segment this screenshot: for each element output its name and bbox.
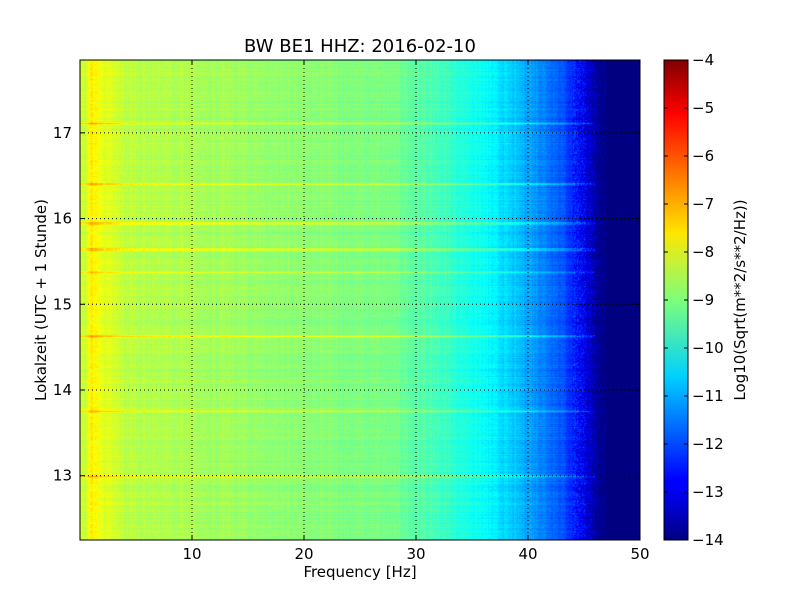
colorbar-tick-label: −14 <box>692 531 724 549</box>
x-tick-label: 40 <box>518 545 537 563</box>
colorbar-tick-label: −4 <box>692 51 714 69</box>
colorbar-tick-label: −11 <box>692 387 724 405</box>
y-tick-label: 16 <box>53 210 72 228</box>
x-tick-label: 20 <box>294 545 313 563</box>
colorbar-tick-label: −8 <box>692 243 714 261</box>
y-tick-label: 17 <box>53 124 72 142</box>
x-tick-label: 10 <box>182 545 201 563</box>
plot-area: 10 20 30 40 50 13 14 15 16 17 <box>53 59 650 563</box>
colorbar-label: Log10(Sqrt(m**2/s**2/Hz)) <box>731 199 749 400</box>
chart-title: BW BE1 HHZ: 2016-02-10 <box>244 36 476 57</box>
y-tick-label: 14 <box>53 381 72 399</box>
y-axis-ticks: 13 14 15 16 17 <box>53 124 640 485</box>
colorbar-tick-label: −7 <box>692 195 714 213</box>
colorbar: −4 −5 −6 −7 −8 −9 −10 −11 −12 −13 −14 Log10(Sqrt(m… <box>663 51 749 549</box>
grid-lines <box>80 60 640 540</box>
y-tick-label: 15 <box>53 295 72 313</box>
plot-frame <box>79 59 641 541</box>
spectrogram-image <box>80 60 640 540</box>
colorbar-tick-label: −5 <box>692 99 714 117</box>
colorbar-tick-label: −12 <box>692 435 724 453</box>
x-tick-label: 50 <box>630 545 649 563</box>
y-tick-label: 13 <box>53 467 72 485</box>
colorbar-tick-label: −6 <box>692 147 714 165</box>
colorbar-tick-label: −10 <box>692 339 724 357</box>
x-tick-label: 30 <box>406 545 425 563</box>
x-axis-ticks: 10 20 30 40 50 <box>182 60 650 563</box>
y-axis-label: Lokalzeit (UTC + 1 Stunde) <box>32 199 50 401</box>
x-axis-label: Frequency [Hz] <box>303 563 416 581</box>
colorbar-tick-label: −13 <box>692 483 724 501</box>
colorbar-tick-label: −9 <box>692 291 714 309</box>
colorbar-ticks: −4 −5 −6 −7 −8 −9 −10 −11 −12 −13 −14 <box>664 51 724 549</box>
